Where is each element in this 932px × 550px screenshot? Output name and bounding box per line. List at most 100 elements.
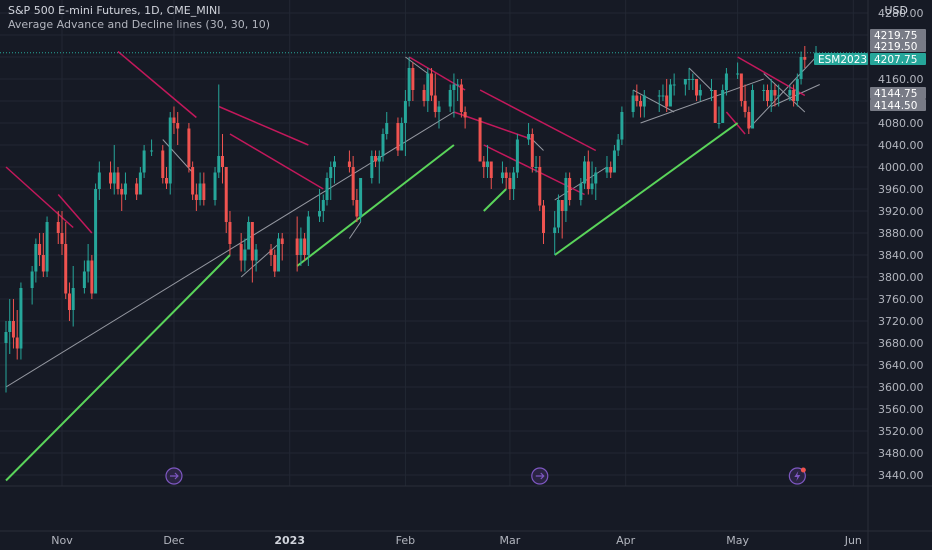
candle[interactable] <box>135 178 139 200</box>
candle[interactable] <box>556 194 560 234</box>
candle-body[interactable] <box>769 90 773 101</box>
candle[interactable] <box>194 183 198 212</box>
candle[interactable] <box>452 73 456 118</box>
candle[interactable] <box>803 46 807 68</box>
candle-body[interactable] <box>564 178 568 211</box>
candle[interactable] <box>250 222 254 283</box>
earnings-icon[interactable] <box>788 467 806 485</box>
candle-body[interactable] <box>639 101 643 107</box>
candle[interactable] <box>661 84 665 102</box>
candle[interactable] <box>94 183 98 294</box>
candle-body[interactable] <box>224 167 228 222</box>
candle[interactable] <box>97 161 101 201</box>
candle-body[interactable] <box>250 222 254 261</box>
candle-body[interactable] <box>430 73 434 96</box>
candle-body[interactable] <box>743 101 747 112</box>
candle-body[interactable] <box>482 161 486 168</box>
candle-body[interactable] <box>777 95 781 97</box>
candle-body[interactable] <box>332 161 336 168</box>
candle[interactable] <box>123 172 127 201</box>
candle[interactable] <box>8 299 12 354</box>
candle-body[interactable] <box>400 123 404 151</box>
candle-body[interactable] <box>329 167 333 178</box>
candle[interactable] <box>19 282 23 360</box>
candle-body[interactable] <box>489 161 493 179</box>
candle[interactable] <box>534 156 538 173</box>
candle[interactable] <box>762 84 766 102</box>
candle-body[interactable] <box>38 244 42 255</box>
candle[interactable] <box>747 106 751 135</box>
candle[interactable] <box>635 84 639 107</box>
candle-body[interactable] <box>34 244 38 272</box>
candle[interactable] <box>437 101 441 129</box>
candle[interactable] <box>456 79 460 101</box>
candle-body[interactable] <box>568 178 572 200</box>
candle[interactable] <box>64 222 68 299</box>
candle[interactable] <box>799 51 803 85</box>
candle-body[interactable] <box>512 172 516 190</box>
candle[interactable] <box>411 62 415 102</box>
candle-body[interactable] <box>138 172 142 195</box>
candle-body[interactable] <box>478 117 482 162</box>
candle-body[interactable] <box>11 321 15 338</box>
candle[interactable] <box>34 238 38 283</box>
candle[interactable] <box>120 183 124 212</box>
candle[interactable] <box>385 112 389 140</box>
candle-body[interactable] <box>672 84 676 86</box>
candle[interactable] <box>30 266 34 305</box>
candle[interactable] <box>243 238 247 272</box>
candle[interactable] <box>724 68 728 96</box>
candle[interactable] <box>530 128 534 173</box>
candle[interactable] <box>448 84 452 113</box>
candle[interactable] <box>332 156 336 184</box>
candle-body[interactable] <box>243 249 247 261</box>
candle-body[interactable] <box>15 337 19 349</box>
candle-body[interactable] <box>123 183 127 195</box>
candle[interactable] <box>739 73 743 107</box>
candle[interactable] <box>639 95 643 118</box>
candle-body[interactable] <box>90 260 94 294</box>
candle-body[interactable] <box>112 172 116 184</box>
candle-body[interactable] <box>273 255 277 272</box>
candle[interactable] <box>695 79 699 101</box>
candle-body[interactable] <box>747 112 751 129</box>
candle-body[interactable] <box>254 249 258 261</box>
candle-body[interactable] <box>135 183 139 195</box>
candle-body[interactable] <box>194 194 198 201</box>
candle-body[interactable] <box>590 183 594 190</box>
candle-body[interactable] <box>661 95 665 97</box>
candle-body[interactable] <box>347 161 351 168</box>
candle-body[interactable] <box>609 167 613 173</box>
candle-body[interactable] <box>280 238 284 245</box>
candle[interactable] <box>112 145 116 195</box>
candle-body[interactable] <box>172 117 176 124</box>
candle-body[interactable] <box>299 238 303 256</box>
candle[interactable] <box>377 150 381 184</box>
candle[interactable] <box>400 117 404 151</box>
candle[interactable] <box>463 106 467 129</box>
candle[interactable] <box>318 189 322 222</box>
dividend-icon[interactable] <box>531 467 549 485</box>
candle[interactable] <box>254 244 258 272</box>
candle[interactable] <box>736 62 740 80</box>
candle-body[interactable] <box>407 68 411 101</box>
candle[interactable] <box>642 90 646 118</box>
candle[interactable] <box>612 145 616 173</box>
dividend-icon[interactable] <box>165 467 183 485</box>
candle[interactable] <box>82 260 86 294</box>
candle-body[interactable] <box>142 150 146 173</box>
candle[interactable] <box>15 310 19 360</box>
candle-body[interactable] <box>426 73 430 102</box>
candle-body[interactable] <box>381 134 385 156</box>
candle-body[interactable] <box>773 90 777 96</box>
candle[interactable] <box>202 172 206 206</box>
candle-body[interactable] <box>504 172 508 179</box>
candle[interactable] <box>668 79 672 107</box>
candle[interactable] <box>351 156 355 206</box>
candle-body[interactable] <box>762 90 766 91</box>
candle[interactable] <box>713 90 717 123</box>
candle[interactable] <box>303 233 307 261</box>
candle[interactable] <box>538 156 542 211</box>
candle-body[interactable] <box>594 172 598 184</box>
candle[interactable] <box>60 211 64 255</box>
